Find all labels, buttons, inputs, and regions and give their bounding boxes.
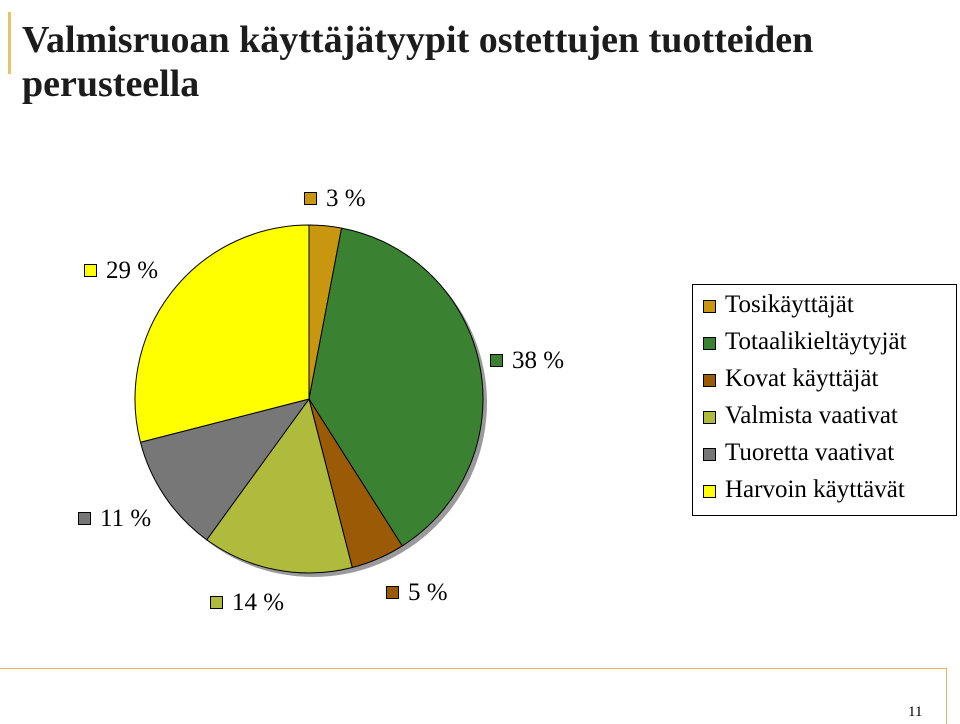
legend-label: Valmista vaativat — [725, 402, 898, 429]
data-label-swatch — [210, 596, 223, 609]
legend-swatch — [703, 374, 716, 387]
data-label-swatch — [84, 264, 97, 277]
data-label-text: 14 % — [232, 589, 285, 616]
page-number: 11 — [908, 704, 923, 720]
legend-label: Tosikäyttäjät — [725, 291, 854, 318]
legend-swatch — [703, 411, 716, 424]
legend-label: Totaalikieltäytyjät — [725, 328, 907, 355]
data-label-swatch — [386, 586, 399, 599]
chart-legend: Tosikäyttäjät Totaalikieltäytyjät Kovat kä… — [692, 284, 957, 516]
data-label-swatch — [78, 512, 91, 525]
data-label-text: 11 % — [100, 505, 152, 532]
legend-swatch — [703, 337, 716, 350]
data-label-swatch — [490, 354, 503, 367]
legend-label: Tuoretta vaativat — [725, 439, 895, 466]
data-label-swatch — [304, 192, 317, 205]
slide-title: Valmisruoan käyttäjätyypit ostettujen tu… — [22, 19, 814, 105]
data-label-text: 38 % — [512, 347, 565, 374]
data-label-text: 3 % — [326, 185, 366, 212]
pie-slice-harvoin-kayttavat — [134, 224, 310, 443]
data-label-text: 5 % — [408, 579, 448, 606]
legend-swatch — [703, 300, 716, 313]
footer-divider-vertical — [946, 668, 947, 724]
data-label-text: 29 % — [106, 257, 159, 284]
pie-slice-totaalikieltaytyjat — [308, 227, 484, 547]
legend-swatch — [703, 448, 716, 461]
pie-slice-tuoretta-vaativat — [139, 398, 311, 541]
legend-swatch — [703, 485, 716, 498]
footer-divider — [0, 668, 946, 669]
accent-rule — [8, 12, 11, 74]
legend-label: Kovat käyttäjät — [725, 365, 879, 392]
pie-slice-valmista-vaativat — [206, 397, 353, 574]
legend-label: Harvoin käyttävät — [725, 476, 905, 503]
